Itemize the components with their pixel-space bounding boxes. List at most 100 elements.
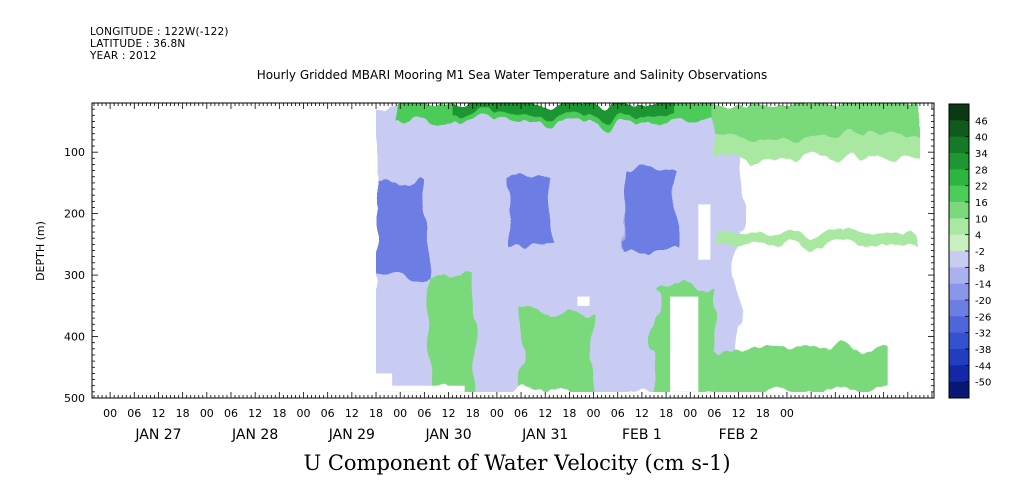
x-day-label: JAN 30 [424, 427, 471, 443]
x-tick-label: 06 [224, 407, 238, 420]
colorbar-label: 16 [975, 198, 988, 209]
latitude-label: LATITUDE : 36.8N [90, 38, 186, 50]
colorbar-swatch [949, 332, 969, 350]
velocity-region [508, 176, 554, 245]
colorbar-swatch [949, 169, 969, 186]
x-tick-label: 00 [490, 407, 504, 420]
y-tick-label: 200 [64, 208, 85, 221]
x-tick-label: 06 [321, 407, 335, 420]
colorbar-label: -26 [975, 312, 991, 323]
y-tick-label: 500 [64, 392, 85, 405]
x-tick-label: 12 [151, 407, 165, 420]
chart-subtitle: U Component of Water Velocity (cm s-1) [303, 451, 731, 475]
colorbar-swatch [949, 381, 969, 399]
velocity-region [714, 348, 920, 392]
y-tick-label: 400 [64, 331, 85, 344]
missing-data-region [698, 204, 711, 260]
plot-area [91, 102, 935, 399]
colorbar-label: 34 [975, 149, 988, 160]
missing-data-region [670, 296, 699, 392]
colorbar-swatch [949, 365, 969, 382]
x-day-label: JAN 31 [521, 427, 568, 443]
colorbar-label: -44 [975, 361, 991, 372]
x-day-label: FEB 2 [719, 427, 759, 443]
x-day-label: JAN 27 [134, 427, 181, 443]
x-tick-label: 06 [514, 407, 528, 420]
colorbar-label: 46 [975, 116, 988, 127]
x-tick-label: 12 [442, 407, 456, 420]
x-tick-label: 06 [611, 407, 625, 420]
x-tick-label: 12 [248, 407, 262, 420]
missing-data-region [376, 373, 393, 392]
x-tick-label: 18 [756, 407, 770, 420]
x-tick-label: 00 [103, 407, 117, 420]
velocity-region [428, 275, 477, 392]
colorbar-label: 10 [975, 214, 988, 225]
x-tick-label: 18 [466, 407, 480, 420]
x-tick-label: 06 [127, 407, 141, 420]
colorbar-swatch [949, 104, 969, 121]
x-tick-label: 00 [683, 407, 697, 420]
colorbar-label: -32 [975, 329, 991, 340]
velocity-region [625, 170, 675, 251]
colorbar-label: -2 [975, 247, 985, 258]
x-tick-label: 00 [200, 407, 214, 420]
velocity-region [714, 232, 920, 245]
year-label: YEAR : 2012 [90, 50, 157, 62]
velocity-region [714, 103, 920, 137]
x-tick-label: 00 [393, 407, 407, 420]
colorbar-label: 28 [975, 165, 988, 176]
x-tick-label: 18 [176, 407, 190, 420]
longitude-label: LONGITUDE : 122W(-122) [90, 26, 229, 38]
x-tick-label: 12 [538, 407, 552, 420]
y-axis-label: DEPTH (m) [34, 221, 47, 281]
colorbar-label: 40 [975, 133, 988, 144]
velocity-region [376, 182, 429, 276]
x-tick-label: 00 [780, 407, 794, 420]
y-tick-label: 300 [64, 269, 85, 282]
x-tick-label: 12 [635, 407, 649, 420]
colorbar-label: -50 [975, 378, 991, 389]
x-tick-label: 06 [417, 407, 431, 420]
colorbar-swatch [949, 349, 969, 366]
colorbar-swatch [949, 202, 969, 219]
colorbar-label: -20 [975, 296, 991, 307]
velocity-region [452, 103, 675, 116]
missing-data-region [577, 296, 590, 306]
colorbar-swatch [949, 185, 969, 203]
colorbar-label: 4 [975, 231, 981, 242]
y-tick-label: 100 [64, 146, 85, 159]
colorbar-swatch [949, 120, 969, 137]
colorbar-swatch [949, 153, 969, 170]
colorbar: 46 40 34 28 22 16 10 4 -2 -8 -14 -20 -26 -32 -38 -44 -50 [948, 103, 991, 399]
colorbar-label: -38 [975, 345, 991, 356]
x-tick-label: 00 [297, 407, 311, 420]
colorbar-swatch [949, 251, 969, 268]
colorbar-swatch [949, 136, 969, 154]
colorbar-swatch [949, 267, 969, 284]
x-tick-label: 06 [707, 407, 721, 420]
missing-data-region [392, 385, 465, 392]
x-day-label: JAN 29 [328, 427, 375, 443]
x-tick-label: 12 [732, 407, 746, 420]
x-tick-label: 18 [369, 407, 383, 420]
chart-title: Hourly Gridded MBARI Mooring M1 Sea Wate… [256, 68, 768, 82]
velocity-region [521, 311, 594, 392]
x-tick-label: 18 [562, 407, 576, 420]
colorbar-swatch [949, 316, 969, 333]
colorbar-label: 22 [975, 182, 988, 193]
colorbar-label: -14 [975, 280, 991, 291]
colorbar-swatch [949, 300, 969, 317]
x-tick-label: 18 [659, 407, 673, 420]
missing-data-region [887, 333, 920, 392]
x-tick-label: 00 [587, 407, 601, 420]
x-day-label: FEB 1 [622, 427, 662, 443]
colorbar-swatch [949, 283, 969, 301]
velocity-region [714, 136, 920, 159]
colorbar-label: -8 [975, 263, 985, 274]
x-tick-label: 12 [345, 407, 359, 420]
x-tick-label: 18 [272, 407, 286, 420]
velocity-field [376, 103, 920, 392]
axes: 00 06 12 18 00 06 12 18 00 06 12 18 00 06 12 18 00 06 12 18… [64, 102, 934, 443]
